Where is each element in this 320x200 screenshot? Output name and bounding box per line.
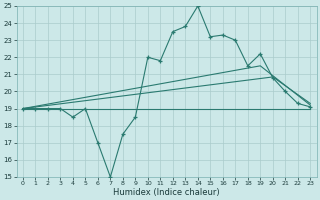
X-axis label: Humidex (Indice chaleur): Humidex (Indice chaleur) — [113, 188, 220, 197]
